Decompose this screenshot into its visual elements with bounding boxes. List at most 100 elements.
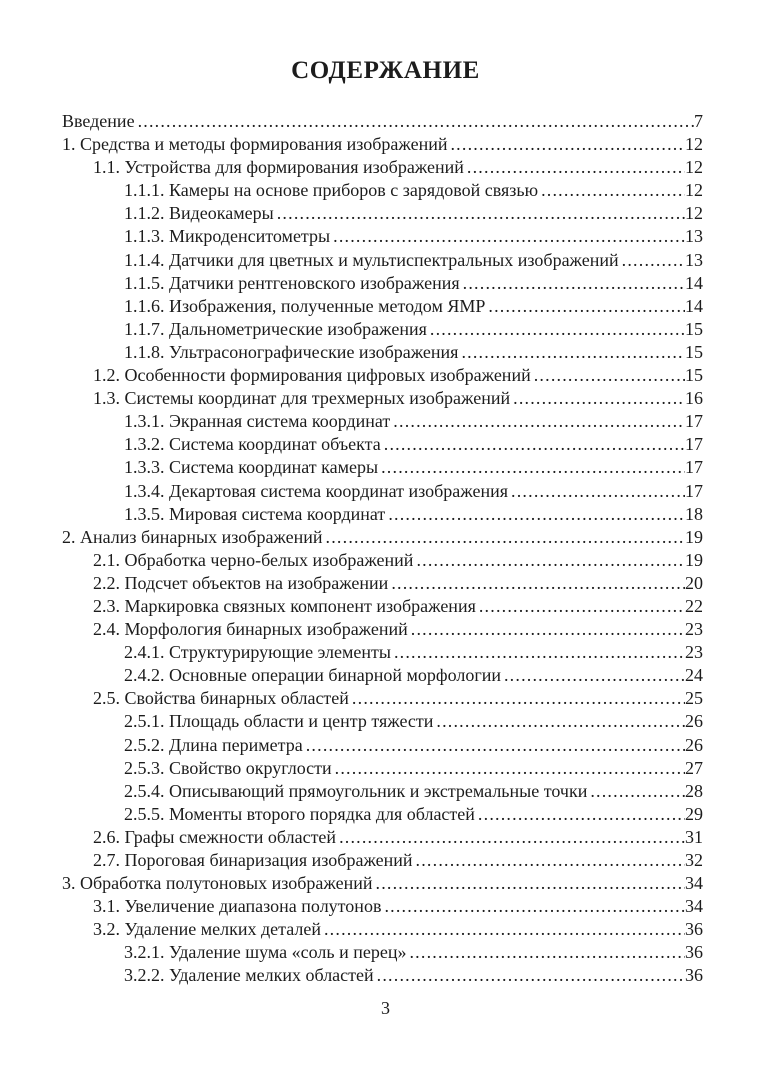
toc-entry-page-number: 29 [685,803,703,824]
page-number: 3 [381,998,390,1018]
toc-entry: 1.1. Устройства для формирования изображ… [62,156,703,179]
toc-entry-label: 1.1.1. Камеры на основе приборов с заряд… [124,180,539,201]
toc-entry-label: 3.2. Удаление мелких деталей [93,919,321,940]
toc-entry-page-number: 12 [685,203,703,224]
toc-entry: 2.5.4. Описывающий прямоугольник и экстр… [62,780,703,803]
toc-entry-label: 1.1.2. Видеокамеры [124,203,274,224]
toc-entry: 1.1.5. Датчики рентгеновского изображени… [62,272,703,295]
toc-entry-page-number: 36 [685,965,703,986]
dot-leader [326,526,685,549]
toc-entry-page-number: 17 [685,480,703,501]
dot-leader [333,225,685,248]
toc-entry-label: 2.5.2. Длина периметра [124,734,303,755]
toc-entry: 2.2. Подсчет объектов на изображении 20 [62,572,703,595]
toc-entry-label: 1.1.6. Изображения, полученные методом Я… [124,295,486,316]
dot-leader [463,272,685,295]
toc-entry: 2.7. Пороговая бинаризация изображений 32 [62,849,703,872]
toc-entry-label: 2.5.5. Моменты второго порядка для облас… [124,803,475,824]
dot-leader [393,410,685,433]
toc-entry-page-number: 34 [685,873,703,894]
dot-leader [416,549,685,572]
toc-entry-page-number: 32 [685,850,703,870]
toc-entry-label: 1.1.5. Датчики рентгеновского изображени… [124,272,460,293]
dot-leader [384,433,685,456]
toc-entry-label: 1.3.3. Система координат камеры [124,457,379,478]
dot-leader [381,456,685,479]
toc-entry-page-number: 23 [685,619,703,640]
toc-entry: 1.1.2. Видеокамеры 12 [62,202,703,225]
toc-entry-label: 1.1.8. Ультрасонографические изображения [124,341,459,362]
toc-entry: 2.5.3. Свойство округлости 27 [62,757,703,780]
toc-entry-page-number: 22 [685,595,703,616]
toc-entry-page-number: 12 [685,180,703,201]
toc-entry: 2.5.2. Длина периметра 26 [62,734,703,757]
dot-leader [277,202,685,225]
toc-entry-label: 2.5.4. Описывающий прямоугольник и экстр… [124,780,588,801]
toc-entry: 1.3. Системы координат для трехмерных из… [62,387,703,410]
toc-entry-page-number: 17 [685,434,703,455]
toc-entry-label: 1.1. Устройства для формирования изображ… [93,157,464,178]
toc-entry-page-number: 26 [685,711,703,732]
toc-entry-page-number: 18 [685,503,703,524]
toc-entry-page-number: 28 [685,780,703,801]
toc-entry-page-number: 20 [685,572,703,593]
toc-entry: 1.1.6. Изображения, полученные методом Я… [62,295,703,318]
dot-leader [391,572,685,595]
toc-entry-label: 1.3.2. Система координат объекта [124,434,381,455]
dot-leader [324,918,685,941]
toc-entry-label: 1.3.1. Экранная система координат [124,411,391,432]
toc-entry-label: 2.7. Пороговая бинаризация изображений [93,850,413,870]
dot-leader [388,503,685,526]
toc-entry-page-number: 26 [685,734,703,755]
toc-entry: 3.2.1. Удаление шума «соль и перец» 36 [62,941,703,964]
dot-leader [339,826,685,849]
toc-entry: Введение 7 [62,110,703,133]
dot-leader [504,664,685,687]
toc-entry-label: 2.5.3. Свойство округлости [124,757,332,778]
toc-entry-label: 1.3. Системы координат для трехмерных из… [93,388,511,409]
toc-entry-page-number: 15 [685,365,703,386]
dot-leader [138,110,694,133]
toc-entry-label: 2.3. Маркировка связных компонент изобра… [93,595,476,616]
toc-entry-label: 2.2. Подсчет объектов на изображении [93,572,389,593]
toc-entry-label: 1.1.3. Микроденситометры [124,226,331,247]
toc-entry: 1.1.8. Ультрасонографические изображения… [62,341,703,364]
dot-leader [590,780,685,803]
dot-leader [377,964,685,987]
toc-entry: 1. Средства и методы формирования изобра… [62,133,703,156]
toc-entry: 1.3.2. Система координат объекта 17 [62,433,703,456]
toc-entry-label: 2.5.1. Площадь области и центр тяжести [124,711,434,732]
toc-entry: 1.1.1. Камеры на основе приборов с заряд… [62,179,703,202]
toc-entry-page-number: 13 [685,249,703,270]
toc-entry-label: 1.1.4. Датчики для цветных и мультиспект… [124,249,619,270]
toc-entry-page-number: 36 [685,919,703,940]
dot-leader [467,156,685,179]
toc-entry: 2.1. Обработка черно-белых изображений 19 [62,549,703,572]
toc-entry-label: 2.1. Обработка черно-белых изображений [93,549,414,570]
toc-entry-page-number: 13 [685,226,703,247]
dot-leader [430,318,685,341]
dot-leader [335,757,685,780]
toc-entry-page-number: 19 [685,526,703,547]
toc-entry-page-number: 16 [685,388,703,409]
toc-entry-label: 1. Средства и методы формирования изобра… [62,134,448,155]
toc-entry: 2.4.1. Структурирующие элементы 23 [62,641,703,664]
toc-entry: 2.4. Морфология бинарных изображений 23 [62,618,703,641]
dot-leader [352,687,685,710]
dot-leader [376,872,686,895]
dot-leader [411,618,685,641]
toc-entry-page-number: 27 [685,757,703,778]
toc-entry-page-number: 17 [685,411,703,432]
dot-leader [394,641,685,664]
page-title: СОДЕРЖАНИЕ [291,57,480,84]
toc-entry: 3.2.2. Удаление мелких областей 36 [62,964,703,987]
toc-entry-page-number: 24 [685,665,703,686]
toc-entry: 2.5.1. Площадь области и центр тяжести 26 [62,710,703,733]
toc-entry-page-number: 14 [685,295,703,316]
toc-entry-label: 3.1. Увеличение диапазона полутонов [93,896,382,917]
toc-entry-label: 1.3.5. Мировая система координат [124,503,386,524]
toc-entry-label: 2. Анализ бинарных изображений [62,526,323,547]
toc-entry-label: 2.5. Свойства бинарных областей [93,688,349,709]
toc-entry: 1.3.1. Экранная система координат 17 [62,410,703,433]
